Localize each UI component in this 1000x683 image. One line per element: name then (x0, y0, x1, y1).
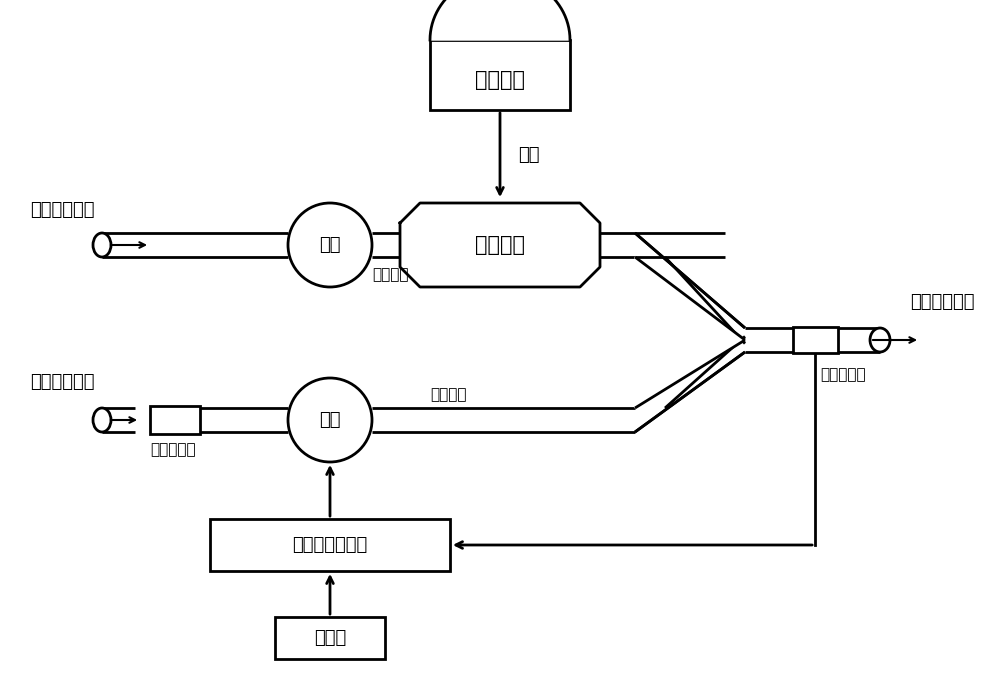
Polygon shape (400, 203, 600, 287)
Text: 储热装置: 储热装置 (475, 235, 525, 255)
Text: 设定值: 设定值 (314, 629, 346, 647)
Ellipse shape (93, 233, 111, 257)
Text: 温度传感器: 温度传感器 (820, 367, 866, 382)
Text: 温度传感器: 温度传感器 (150, 443, 196, 458)
Bar (150, 406, 200, 434)
Circle shape (288, 378, 372, 462)
Bar (275, 617, 385, 659)
Ellipse shape (870, 328, 890, 352)
Bar (210, 519, 450, 571)
Text: 常温空气入口: 常温空气入口 (30, 373, 94, 391)
Text: 混合空气出口: 混合空气出口 (910, 293, 974, 311)
Ellipse shape (93, 408, 111, 432)
Bar (792, 327, 838, 353)
Text: 常温空气入口: 常温空气入口 (30, 201, 94, 219)
Bar (430, 40, 570, 110)
Text: 余热: 余热 (518, 146, 540, 164)
Polygon shape (635, 257, 745, 408)
Text: 风机: 风机 (319, 236, 341, 254)
Text: 风机: 风机 (319, 411, 341, 429)
Polygon shape (665, 257, 745, 408)
Text: 热风管路: 热风管路 (372, 268, 409, 283)
Text: 冷风管路: 冷风管路 (430, 387, 466, 402)
Circle shape (288, 203, 372, 287)
Text: 智能温度控制器: 智能温度控制器 (292, 536, 368, 554)
Polygon shape (430, 0, 570, 40)
Text: 铅铋快堆: 铅铋快堆 (475, 70, 525, 90)
